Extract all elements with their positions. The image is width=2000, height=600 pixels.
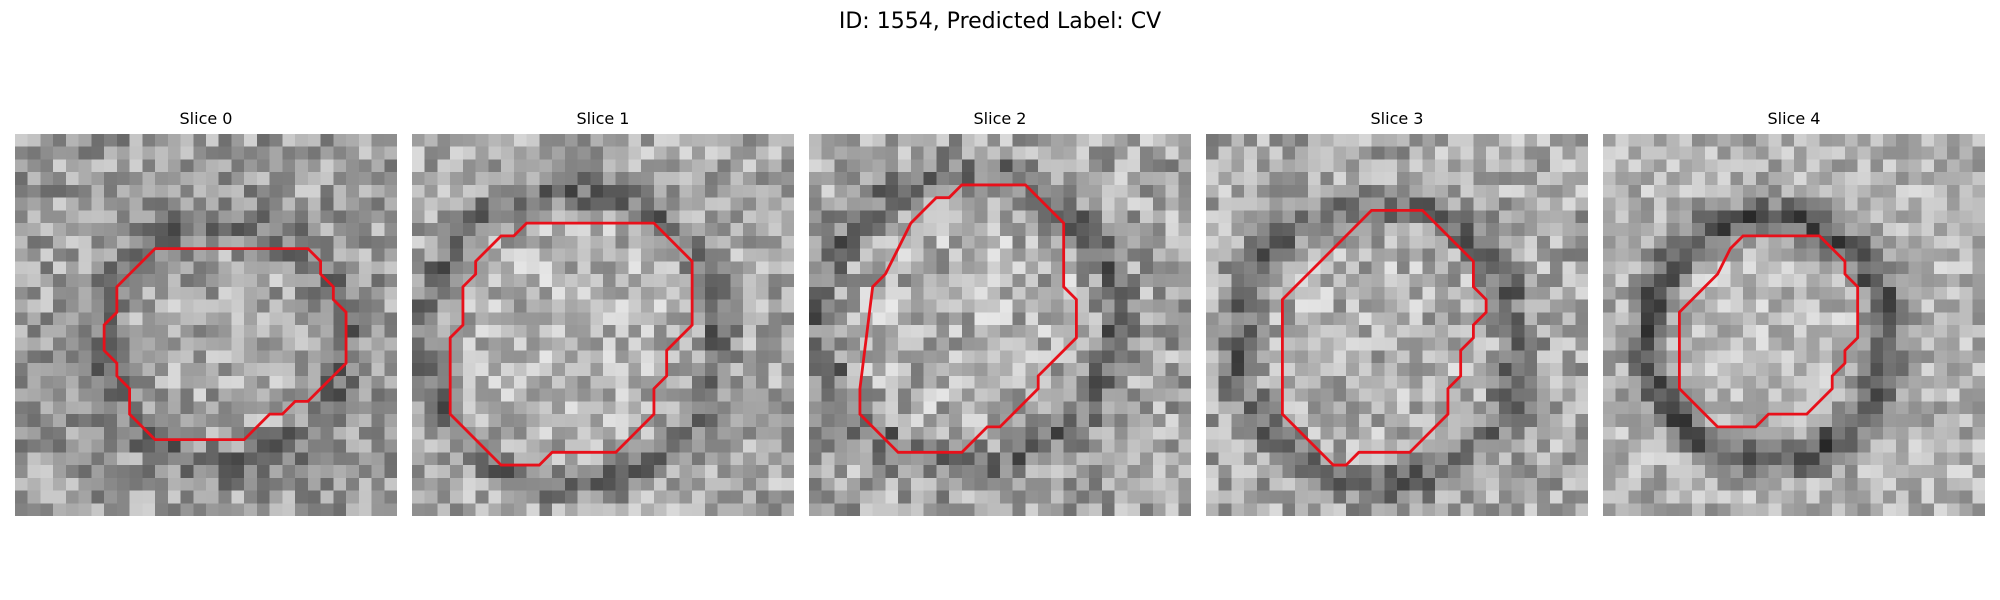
slice-panels: Slice 0 Slice 1 Slice 2 Slice 3 Slice 4 — [15, 108, 1985, 528]
slice-panel-1: Slice 1 — [412, 108, 794, 518]
slice-panel-4: Slice 4 — [1603, 108, 1985, 518]
segmentation-contour — [1280, 208, 1488, 467]
slice-title: Slice 3 — [1370, 109, 1424, 128]
slice-image — [15, 134, 397, 516]
slice-panel-2: Slice 2 — [809, 108, 1191, 518]
slice-title: Slice 1 — [576, 109, 630, 128]
slice-image — [412, 134, 794, 516]
slice-title: Slice 4 — [1767, 109, 1821, 128]
segmentation-contour — [858, 183, 1078, 454]
figure-title: ID: 1554, Predicted Label: CV — [838, 9, 1162, 34]
slice-image — [1206, 134, 1588, 516]
slice-image — [1603, 134, 1985, 516]
slice-title: Slice 0 — [179, 109, 233, 128]
segmentation-contour — [1677, 234, 1860, 429]
segmentation-contour — [102, 247, 348, 442]
slice-title: Slice 2 — [973, 109, 1027, 128]
slice-image — [809, 134, 1191, 516]
slice-panel-3: Slice 3 — [1206, 108, 1588, 518]
segmentation-contour — [448, 221, 694, 467]
slice-panel-0: Slice 0 — [15, 108, 397, 518]
